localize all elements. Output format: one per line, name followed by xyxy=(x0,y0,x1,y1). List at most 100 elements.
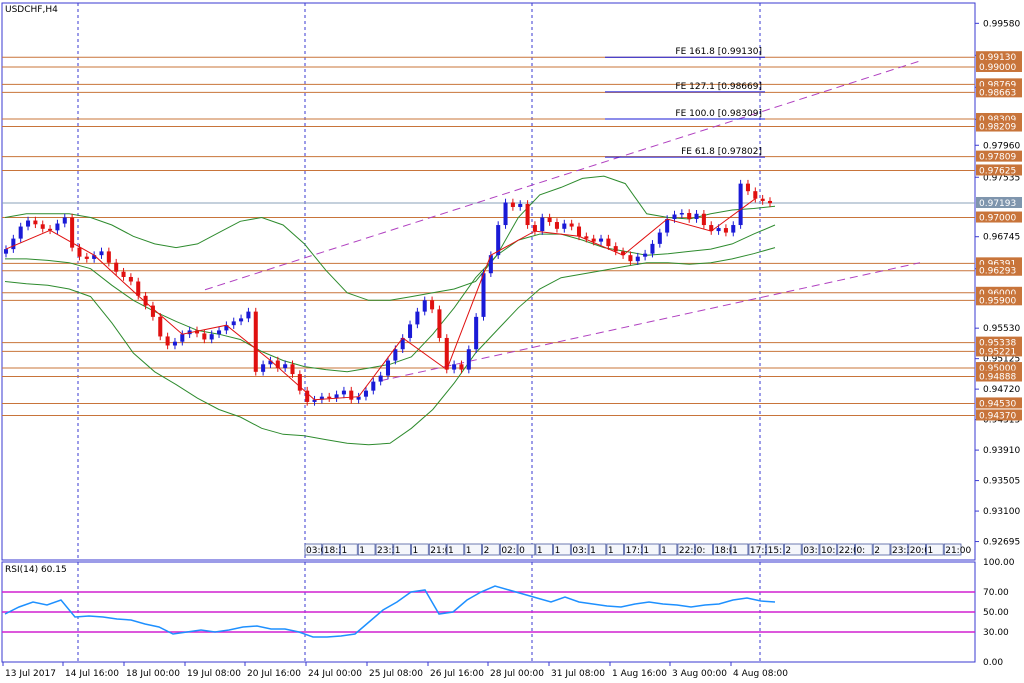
candle-bear xyxy=(158,316,163,337)
bollinger-bands xyxy=(4,175,776,446)
level-price-tag-label: 0.96000 xyxy=(979,289,1016,299)
time-tick-label: 3 Aug 00:00 xyxy=(672,669,727,679)
time-tick-label: 14 Jul 16:00 xyxy=(65,669,119,679)
candle-bull xyxy=(26,220,31,227)
price-tick-label: 0.93910 xyxy=(983,446,1020,456)
time-tick-label: 28 Jul 00:00 xyxy=(490,669,544,679)
time-tag-box xyxy=(357,543,376,556)
candle-bear xyxy=(430,300,435,310)
candle-bear xyxy=(613,246,618,252)
level-price-tag xyxy=(976,211,1022,223)
candle-bull xyxy=(231,321,236,326)
time-tag-box xyxy=(322,543,340,556)
candle-bull xyxy=(408,324,413,338)
time-tag-box xyxy=(393,543,411,556)
candle-bull xyxy=(452,364,457,370)
price-tick-label: 0.94315 xyxy=(983,416,1020,426)
level-price-tag-label: 0.97809 xyxy=(979,153,1016,163)
candle-bull xyxy=(665,219,670,233)
time-tick-label: 1 Aug 16:00 xyxy=(612,669,667,679)
grid-layer xyxy=(1,2,976,663)
time-tag-box xyxy=(553,543,571,556)
time-tag-box xyxy=(340,543,358,556)
time-tag-box xyxy=(641,543,660,556)
time-tag-label: 1 xyxy=(359,546,365,556)
candle-bear xyxy=(150,305,155,317)
time-tag-label: 1 xyxy=(395,546,401,556)
time-tag-label: 17:30 xyxy=(626,546,652,556)
candle-bull xyxy=(599,238,604,242)
time-tag-label: 1 xyxy=(413,546,419,556)
level-price-tag xyxy=(976,397,1022,409)
time-tag-box xyxy=(411,543,429,556)
fib-extensions: FE 161.8 [0.99130] FE 127.1 [0.98669] FE 1… xyxy=(605,47,765,158)
level-price-tag-label: 0.99130 xyxy=(979,53,1016,63)
time-tag-box xyxy=(713,543,731,556)
candle-bear xyxy=(202,333,207,340)
time-tag-label: 1 xyxy=(927,546,933,556)
time-tag-label: 21:00 xyxy=(430,546,456,556)
time-tag-box xyxy=(730,543,749,556)
price-tick-label: 0.93100 xyxy=(983,507,1020,517)
level-price-tag xyxy=(976,78,1022,90)
time-tag-label: 2 xyxy=(484,546,490,556)
level-price-tag-label: 0.95221 xyxy=(979,347,1016,357)
time-tick-label: 19 Jul 08:00 xyxy=(187,669,241,679)
candle-bull xyxy=(92,255,97,259)
bollinger-lower xyxy=(4,247,776,446)
time-tag-box xyxy=(890,543,909,556)
price-tick-label: 0.97960 xyxy=(983,141,1020,151)
time-tag-box xyxy=(446,543,465,556)
time-tag-label: 1 xyxy=(590,546,596,556)
candle-bull xyxy=(312,399,317,402)
candle-bear xyxy=(723,228,728,233)
fib-extension-label: FE 161.8 [0.99130] xyxy=(675,47,762,57)
candle-bull xyxy=(694,213,699,220)
candle-bull xyxy=(3,249,9,254)
price-tick-label: 0.96745 xyxy=(983,233,1020,243)
candle-bull xyxy=(385,360,391,376)
candle-bull xyxy=(518,203,523,207)
candle-bear xyxy=(290,364,295,375)
time-tick-label: 24 Jul 00:00 xyxy=(308,669,362,679)
level-price-tag-label: 0.97625 xyxy=(979,166,1016,176)
candle-bear xyxy=(136,281,141,296)
candle-bull xyxy=(62,217,67,224)
candle-bear xyxy=(84,256,89,259)
time-tick-label: 13 Jul 2017 xyxy=(5,669,56,679)
candle-bull xyxy=(679,213,684,215)
time-tag-box xyxy=(588,543,607,556)
candle-bear xyxy=(437,309,442,338)
level-price-tag xyxy=(976,257,1022,269)
candle-bear xyxy=(709,225,714,232)
candle-bull xyxy=(209,334,214,340)
candle-bull xyxy=(217,330,222,335)
time-tag-box xyxy=(748,543,767,556)
candle-bull xyxy=(466,349,471,370)
candle-bear xyxy=(444,337,449,370)
rsi-axis-label: 50.00 xyxy=(983,608,1009,618)
level-price-tag xyxy=(976,86,1022,98)
main-plot-frame xyxy=(1,2,976,561)
time-tick-label: 20 Jul 16:00 xyxy=(247,669,301,679)
price-tick-label: 0.94720 xyxy=(983,385,1020,395)
time-tag-label: 1 xyxy=(643,546,649,556)
time-tag-box xyxy=(464,543,482,556)
time-tag-box xyxy=(659,543,678,556)
time-tag-box xyxy=(943,543,962,556)
candle-bear xyxy=(606,238,611,247)
price-tick-label: 0.92695 xyxy=(983,538,1020,548)
time-tag-box xyxy=(677,543,696,556)
candle-bear xyxy=(701,213,706,226)
level-price-tag xyxy=(976,286,1022,298)
candle-bull xyxy=(657,232,662,244)
candle-bear xyxy=(40,224,45,229)
bollinger-upper xyxy=(4,175,776,301)
time-tag-box xyxy=(499,543,518,556)
time-tag-label: 23:30 xyxy=(377,546,403,556)
candle-bear xyxy=(554,222,559,229)
time-tag-box xyxy=(855,543,873,556)
candle-bear xyxy=(33,220,38,225)
level-price-tag-label: 0.95338 xyxy=(979,339,1016,349)
time-tag-label: 1 xyxy=(661,546,667,556)
